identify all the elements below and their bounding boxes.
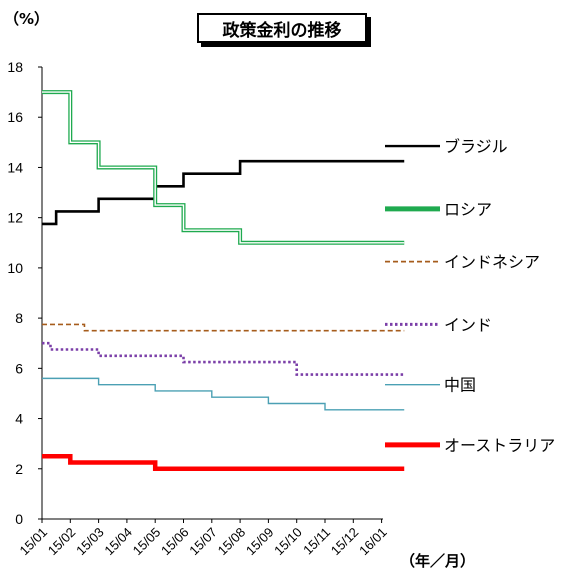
y-tick-label: 12 bbox=[7, 210, 23, 226]
chart-title: 政策金利の推移 bbox=[197, 13, 367, 43]
legend-label-インドネシア: インドネシア bbox=[444, 253, 540, 272]
y-tick-label: 4 bbox=[15, 411, 23, 427]
x-tick-label: 15/07 bbox=[186, 525, 220, 559]
x-tick-label: 15/06 bbox=[158, 525, 192, 559]
series-中国-line bbox=[42, 377, 405, 411]
y-tick-label: 16 bbox=[7, 109, 23, 125]
y-tick-label: 14 bbox=[7, 159, 23, 175]
legend-label-インド: インド bbox=[444, 315, 492, 334]
series-インド-line bbox=[42, 341, 405, 376]
y-tick-label: 0 bbox=[15, 511, 23, 527]
x-tick-label: 15/05 bbox=[130, 525, 164, 559]
x-tick-label: 16/01 bbox=[356, 525, 390, 559]
x-tick-label: 15/02 bbox=[45, 525, 79, 559]
y-tick-label: 10 bbox=[7, 260, 23, 276]
y-tick-label: 6 bbox=[15, 360, 23, 376]
legend-label-ロシア: ロシア bbox=[444, 200, 492, 219]
x-tick-label: 15/03 bbox=[73, 525, 107, 559]
x-tick-label: 15/11 bbox=[300, 525, 333, 558]
x-tick-label: 15/08 bbox=[215, 525, 249, 559]
series-ロシア-line bbox=[42, 90, 405, 245]
x-tick-label: 15/12 bbox=[328, 525, 362, 559]
y-tick-label: 18 bbox=[7, 59, 23, 75]
series-オーストラリア-line bbox=[42, 453, 405, 472]
legend-label-ブラジル: ブラジル bbox=[444, 137, 508, 156]
x-tick-label: 15/09 bbox=[243, 525, 277, 559]
y-tick-label: 8 bbox=[15, 310, 23, 326]
x-axis-unit-label: （年／月） bbox=[400, 552, 476, 570]
legend-label-中国: 中国 bbox=[444, 376, 476, 395]
series-ロシア-line-inner bbox=[42, 91, 405, 244]
series-ブラジル-line bbox=[42, 159, 405, 226]
y-tick-label: 2 bbox=[15, 461, 23, 477]
y-axis-unit-label: （%） bbox=[4, 10, 50, 28]
x-tick-label: 15/01 bbox=[17, 525, 51, 559]
x-tick-label: 15/10 bbox=[271, 525, 305, 559]
legend-label-オーストラリア: オーストラリア bbox=[444, 436, 555, 455]
series-インドネシア-line bbox=[42, 323, 405, 332]
x-tick-label: 15/04 bbox=[101, 525, 135, 559]
